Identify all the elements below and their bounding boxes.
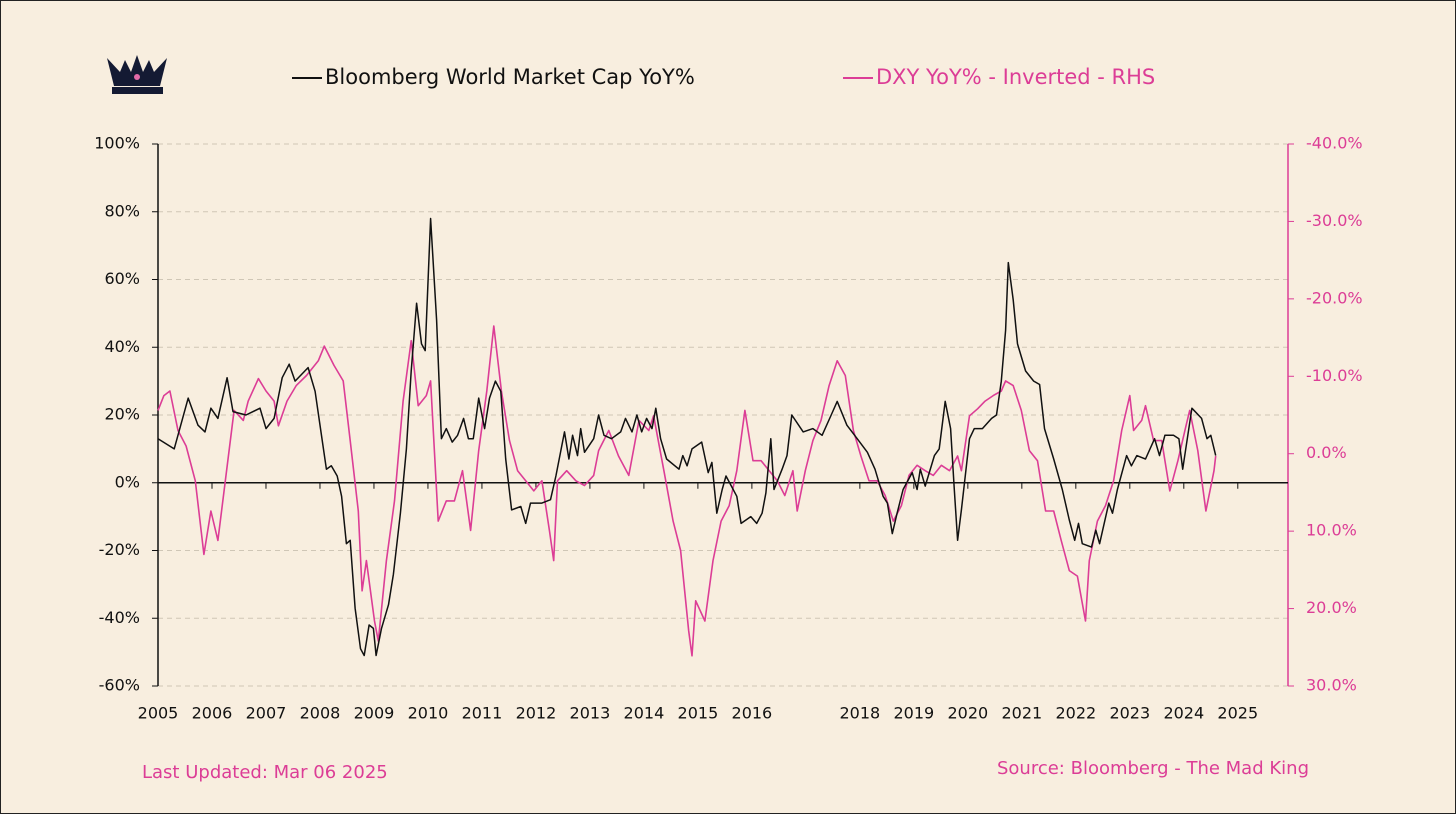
x-tick-label: 2005 <box>138 704 179 723</box>
y2-tick-label: 30.0% <box>1306 676 1357 695</box>
y-tick-label: 40% <box>104 337 140 356</box>
y-tick-label: 80% <box>104 201 140 220</box>
x-tick-label: 2009 <box>354 704 395 723</box>
y2-tick-label: 20.0% <box>1306 598 1357 617</box>
x-tick-label: 2022 <box>1055 704 1096 723</box>
y-tick-label: 0% <box>115 472 140 491</box>
legend-label: DXY YoY% - Inverted - RHS <box>876 65 1155 89</box>
x-tick-label: 2021 <box>1001 704 1042 723</box>
x-tick-label: 2020 <box>947 704 988 723</box>
x-tick-label: 2011 <box>462 704 503 723</box>
y2-tick-label: -20.0% <box>1306 288 1363 307</box>
x-tick-label: 2013 <box>570 704 611 723</box>
legend: Bloomberg World Market Cap YoY% DXY YoY%… <box>292 65 1155 89</box>
series-line <box>157 325 1217 657</box>
y-tick-label: -40% <box>99 608 140 627</box>
x-tick-label: 2012 <box>516 704 557 723</box>
x-tick-label: 2007 <box>246 704 287 723</box>
y-tick-label: -60% <box>99 676 140 695</box>
legend-label: Bloomberg World Market Cap YoY% <box>325 65 695 89</box>
x-tick-label: 2008 <box>300 704 341 723</box>
x-tick-label: 2015 <box>678 704 719 723</box>
x-tick-label: 2019 <box>893 704 934 723</box>
y-tick-label: -20% <box>99 540 140 559</box>
x-tick-label: 2023 <box>1109 704 1150 723</box>
source: Source: Bloomberg - The Mad King <box>997 758 1309 779</box>
x-tick-label: 2018 <box>840 704 881 723</box>
x-tick-label: 2024 <box>1163 704 1204 723</box>
x-tick-label: 2006 <box>192 704 233 723</box>
y-tick-label: 100% <box>94 134 140 153</box>
y2-tick-label: 0.0% <box>1306 443 1347 462</box>
x-tick-label: 2016 <box>732 704 773 723</box>
x-tick-label: 2010 <box>408 704 449 723</box>
y2-tick-label: -10.0% <box>1306 366 1363 385</box>
y2-tick-label: 10.0% <box>1306 521 1357 540</box>
x-tick-label: 2014 <box>624 704 665 723</box>
y2-tick-label: -40.0% <box>1306 134 1363 153</box>
y2-tick-label: -30.0% <box>1306 211 1363 230</box>
y-tick-label: 60% <box>104 269 140 288</box>
crown-logo <box>107 55 167 94</box>
x-tick-label: 2025 <box>1217 704 1258 723</box>
y-tick-label: 20% <box>104 405 140 424</box>
footnote: Last Updated: Mar 06 2025 <box>142 762 388 783</box>
series-line <box>157 217 1217 657</box>
